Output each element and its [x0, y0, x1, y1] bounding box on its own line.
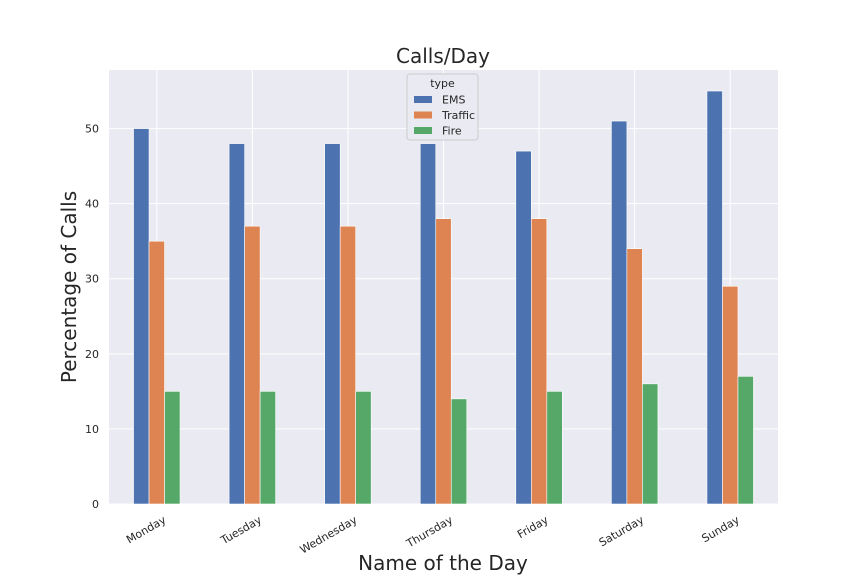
x-tick-label: Sunday [700, 513, 743, 545]
bar-traffic-monday [148, 240, 165, 505]
bar-fire-saturday [642, 383, 659, 505]
legend-label-fire: Fire [442, 125, 462, 138]
y-tick-label: 20 [85, 348, 99, 361]
bar-ems-sunday [706, 90, 723, 505]
x-tick-label: Tuesday [218, 513, 265, 547]
legend-title: type [430, 77, 455, 90]
y-tick-label: 40 [85, 198, 99, 211]
legend-label-traffic: Traffic [441, 109, 475, 122]
y-tick-label: 10 [85, 423, 99, 436]
bar-fire-monday [164, 391, 181, 505]
y-axis-label: Percentage of Calls [57, 191, 81, 383]
bar-traffic-thursday [435, 218, 452, 505]
x-tick-label: Thursday [403, 513, 455, 551]
bar-ems-thursday [419, 143, 437, 505]
x-tick-label: Friday [515, 513, 551, 541]
bar-fire-friday [546, 391, 563, 505]
bar-ems-tuesday [228, 143, 245, 505]
bar-traffic-tuesday [244, 225, 261, 505]
bar-ems-saturday [611, 120, 628, 505]
bar-traffic-friday [531, 218, 548, 505]
legend-swatch-ems [414, 96, 432, 103]
x-tick-label: Monday [124, 513, 169, 546]
y-tick-label: 50 [85, 123, 99, 136]
legend: type EMS Traffic Fire [406, 73, 479, 141]
bar-traffic-sunday [722, 285, 739, 505]
bar-fire-sunday [737, 376, 754, 505]
bar-traffic-wednesday [339, 225, 356, 505]
chart-title: Calls/Day [396, 44, 490, 68]
legend-box [406, 73, 479, 141]
legend-label-ems: EMS [442, 94, 465, 107]
bar-ems-friday [515, 150, 532, 505]
legend-swatch-fire [414, 127, 432, 134]
bars-group [133, 90, 754, 505]
x-tick-label: Wednesday [298, 513, 360, 556]
x-axis-label: Name of the Day [358, 551, 528, 575]
y-tick-label: 0 [92, 498, 99, 511]
bar-fire-tuesday [259, 391, 276, 505]
y-tick-labels: 0 10 20 30 40 50 [85, 123, 99, 511]
bar-ems-monday [133, 128, 150, 505]
legend-swatch-traffic [414, 111, 432, 119]
bar-traffic-saturday [626, 248, 643, 505]
x-tick-label: Saturday [597, 513, 647, 549]
bar-ems-wednesday [324, 143, 341, 505]
bar-fire-thursday [450, 398, 468, 505]
x-tick-labels: Monday Tuesday Wednesday Thursday Friday Satu… [124, 513, 742, 556]
bar-fire-wednesday [355, 391, 372, 505]
y-tick-label: 30 [85, 273, 99, 286]
